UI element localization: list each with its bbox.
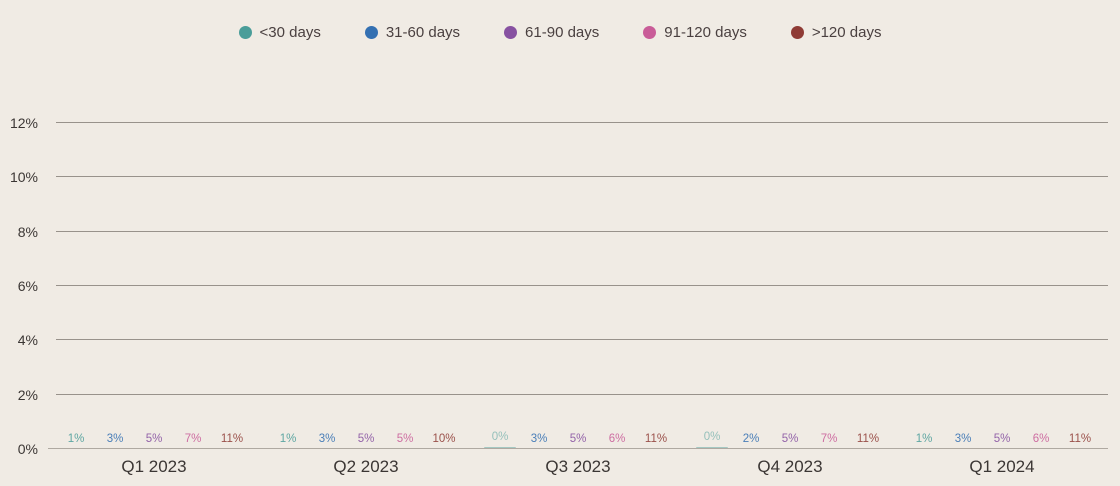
- bar-value-label: 5%: [396, 433, 414, 445]
- bar-value-label: 5%: [993, 433, 1011, 445]
- legend-label: 91-120 days: [664, 24, 747, 41]
- bar-value-label: 1%: [915, 433, 933, 445]
- legend-label: <30 days: [259, 24, 321, 41]
- x-category-label: Q4 2023: [757, 457, 823, 476]
- legend-dot-icon: [643, 26, 657, 39]
- legend-item-31-60-days[interactable]: 31-60 days: [364, 24, 461, 41]
- bar-value-label: 2%: [742, 433, 760, 445]
- legend-item-30-days[interactable]: <30 days: [238, 24, 321, 41]
- legend-item-91-120-days[interactable]: 91-120 days: [643, 24, 747, 41]
- y-tick-label: 2%: [17, 386, 38, 403]
- bar-groups: 1% 3% 5% 7% 11% Q1 2023 1% 3% 5% 5% 10% Q2 2023 0% 3%…: [48, 123, 1108, 476]
- bar-value-label: 0%: [491, 431, 509, 443]
- bar-value-label: 6%: [608, 433, 626, 445]
- bar-group-q2-2023: 1% 3% 5% 5% 10% Q2 2023: [272, 123, 460, 476]
- bar-value-label: 5%: [357, 433, 375, 445]
- x-axis-baseline: [48, 448, 1108, 449]
- legend-item-120-days[interactable]: >120 days: [790, 24, 882, 41]
- bar-value-label: 7%: [820, 433, 838, 445]
- x-category-label: Q3 2023: [545, 457, 611, 476]
- gridline: [56, 339, 1108, 341]
- legend-dot-icon: [790, 26, 804, 39]
- gridline: [56, 122, 1108, 123]
- gridline: [56, 285, 1108, 286]
- bar-value-label: 10%: [432, 433, 456, 445]
- bar-value-label: 0%: [703, 431, 721, 443]
- legend-label: 31-60 days: [385, 24, 461, 41]
- y-tick-label: 6%: [17, 278, 38, 294]
- y-tick-label: 4%: [17, 332, 38, 349]
- bar-value-label: 1%: [67, 433, 85, 445]
- bar-value-label: 6%: [1032, 433, 1050, 445]
- bar-group-q1-2024: 1% 3% 5% 6% 11% Q1 2024: [908, 123, 1096, 476]
- legend-dot-icon: [504, 26, 518, 39]
- gridline: [56, 176, 1108, 178]
- bar-value-label: 1%: [279, 433, 297, 445]
- bar-value-label: 5%: [781, 433, 799, 445]
- legend-item-61-90-days[interactable]: 61-90 days: [504, 24, 599, 41]
- bar-value-label: 11%: [644, 433, 668, 445]
- bar-value-label: 5%: [145, 433, 163, 445]
- bar-value-label: 5%: [569, 433, 587, 445]
- gridline: [56, 230, 1108, 232]
- legend-label: >120 days: [811, 24, 882, 41]
- legend-label: 61-90 days: [525, 24, 600, 41]
- y-tick-label: 12%: [9, 115, 38, 131]
- x-category-label: Q1 2023: [121, 457, 187, 476]
- bar-group-q4-2023: 0% 2% 5% 7% 11% Q4 2023: [696, 123, 884, 476]
- bar-value-label: 11%: [220, 433, 244, 445]
- legend-dot-icon: [238, 26, 252, 39]
- bar-value-label: 3%: [318, 433, 336, 445]
- bar-value-label: 3%: [106, 433, 124, 445]
- bar-group-q3-2023: 0% 3% 5% 6% 11% Q3 2023: [484, 123, 672, 476]
- x-category-label: Q1 2024: [969, 457, 1035, 476]
- bar-value-label: 3%: [954, 433, 972, 445]
- y-tick-label: 0%: [17, 441, 38, 457]
- legend-dot-icon: [364, 26, 378, 39]
- plot-area: 1% 3% 5% 7% 11% Q1 2023 1% 3% 5% 5% 10% Q2 2023 0% 3%…: [48, 122, 1108, 476]
- bar-group-q1-2023: 1% 3% 5% 7% 11% Q1 2023: [60, 123, 248, 476]
- bar-value-label: 11%: [1068, 433, 1092, 445]
- y-axis: 0% 2% 4% 6% 8% 10% 12%: [0, 115, 40, 457]
- gridline: [56, 393, 1108, 395]
- chart-legend: <30 days 31-60 days 61-90 days 91-120 days >…: [0, 24, 1120, 41]
- bar-value-label: 7%: [184, 433, 202, 445]
- bar-value-label: 3%: [530, 433, 548, 445]
- y-tick-label: 8%: [17, 223, 38, 240]
- x-category-label: Q2 2023: [333, 457, 399, 476]
- bar-value-label: 11%: [856, 433, 880, 445]
- y-tick-label: 10%: [9, 169, 38, 186]
